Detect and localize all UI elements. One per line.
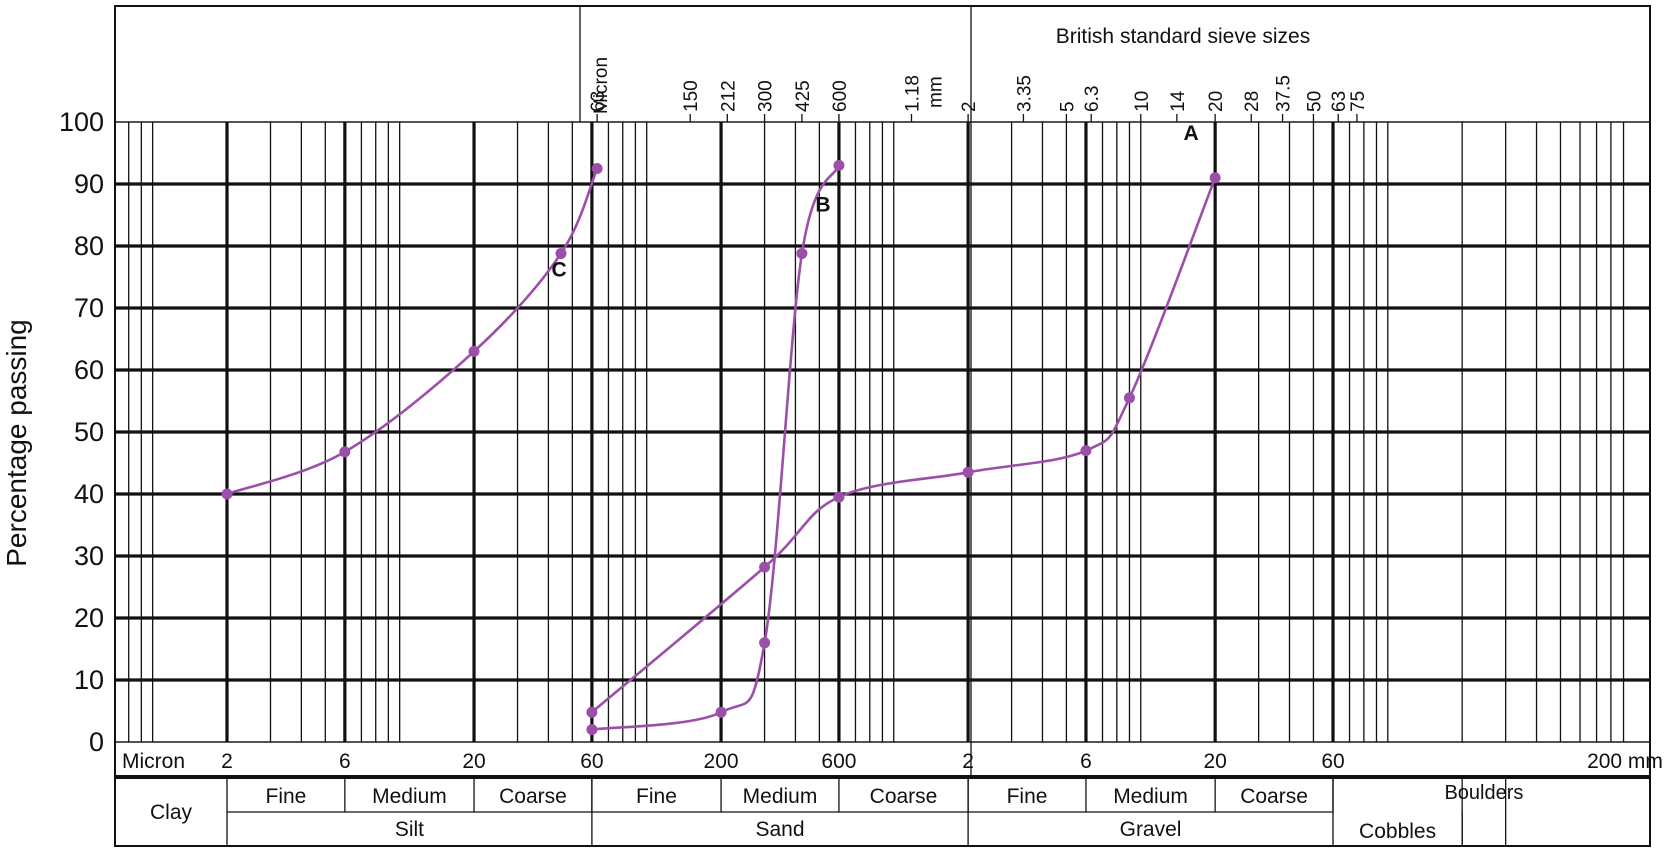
sieve-size-label: 20 xyxy=(1206,91,1227,112)
grading-curve-b xyxy=(591,164,841,731)
sieve-size-label: 2 xyxy=(959,101,980,112)
sieve-mm-label: mm xyxy=(925,76,946,108)
grid-lines xyxy=(115,121,1650,743)
outer-frame xyxy=(114,5,1651,777)
y-axis: Percentage passing 0 10 20 30 40 50 60 70 80 90 10… xyxy=(1,107,104,757)
data-point xyxy=(759,637,771,649)
sieve-size-label: 28 xyxy=(1242,91,1263,112)
sub-band-label: Coarse xyxy=(499,785,567,808)
y-tick-label: 30 xyxy=(74,541,104,571)
y-tick-label: 70 xyxy=(74,293,104,323)
bottom-axis-tick-label: 60 xyxy=(580,750,603,773)
bottom-size-axis: Micron 2 6 20 60 200 600 2 6 20 60 200 mm xyxy=(122,750,1663,773)
sub-band-label: Medium xyxy=(372,785,447,808)
grading-curve-c xyxy=(226,167,599,496)
data-point xyxy=(591,163,603,174)
curve-label-c: C xyxy=(552,259,567,282)
data-point xyxy=(586,724,598,736)
sub-band-label: Fine xyxy=(636,785,677,808)
sieve-size-label: 212 xyxy=(718,80,739,112)
y-tick-label: 60 xyxy=(74,355,104,385)
bottom-axis-tick-label: 6 xyxy=(1080,750,1092,773)
sieve-size-label: 50 xyxy=(1304,91,1325,112)
sieve-size-label: 14 xyxy=(1168,90,1189,112)
bottom-axis-tick-label: 200 xyxy=(704,750,739,773)
data-point xyxy=(468,345,480,357)
sub-band-label: Medium xyxy=(743,785,818,808)
sub-band-label: Fine xyxy=(1007,785,1048,808)
sieve-size-label: 63 xyxy=(1329,91,1350,112)
bottom-axis-tick-label: 2 xyxy=(962,750,974,773)
sieve-size-label: 6.3 xyxy=(1082,86,1103,112)
sieve-size-label: 63 xyxy=(588,91,609,112)
sub-band-label: Fine xyxy=(266,785,307,808)
data-point xyxy=(715,706,727,718)
data-point xyxy=(833,159,845,171)
grading-curves: A B C xyxy=(221,122,1221,736)
data-point xyxy=(221,488,233,500)
data-point xyxy=(1209,172,1221,184)
bottom-axis-mm-label: 200 mm xyxy=(1587,750,1663,773)
bottom-axis-micron-label: Micron xyxy=(122,750,185,773)
sub-band-label: Coarse xyxy=(870,785,938,808)
bottom-axis-tick-label: 2 xyxy=(221,750,233,773)
bottom-axis-tick-label: 60 xyxy=(1321,750,1344,773)
bottom-axis-tick-label: 20 xyxy=(1203,750,1226,773)
curve-label-b: B xyxy=(815,193,830,216)
sub-band-label: Medium xyxy=(1113,785,1188,808)
sieve-size-label: 10 xyxy=(1132,91,1153,112)
soil-classification-bands: Fine Medium Coarse Fine Medium Coarse Fine Medi… xyxy=(150,778,1523,846)
sieve-size-label: 1.18 xyxy=(902,75,923,112)
y-tick-label: 80 xyxy=(74,231,104,261)
curve-label-a: A xyxy=(1184,122,1199,145)
sieve-size-label: 150 xyxy=(681,80,702,112)
y-tick-label: 20 xyxy=(74,603,104,633)
data-point xyxy=(759,561,771,573)
data-point xyxy=(796,247,808,259)
y-tick-label: 40 xyxy=(74,479,104,509)
y-tick-label: 90 xyxy=(74,169,104,199)
y-tick-label: 10 xyxy=(74,665,104,695)
sieve-size-label: 425 xyxy=(793,80,814,112)
bottom-axis-tick-label: 20 xyxy=(462,750,485,773)
y-tick-label: 0 xyxy=(89,727,104,757)
sieve-size-label: 37.5 xyxy=(1274,75,1295,112)
sieve-micron-label: Micron xyxy=(591,57,612,114)
main-band-label: Silt xyxy=(395,818,424,841)
data-point xyxy=(1080,445,1092,457)
bottom-axis-tick-label: 6 xyxy=(339,750,351,773)
sieve-size-label: 75 xyxy=(1348,91,1369,112)
sieve-size-label: 300 xyxy=(756,80,777,112)
sieve-size-label: 600 xyxy=(830,80,851,112)
y-tick-label: 100 xyxy=(59,107,104,137)
sieve-size-label: 5 xyxy=(1057,101,1078,112)
bottom-axis-tick-label: 600 xyxy=(821,750,856,773)
main-band-label: Gravel xyxy=(1120,818,1182,841)
data-point xyxy=(833,491,845,503)
data-point xyxy=(962,466,974,478)
data-point xyxy=(1123,392,1135,404)
sieve-header-title: British standard sieve sizes xyxy=(1056,25,1310,48)
sieve-size-label: 3.35 xyxy=(1014,75,1035,112)
y-tick-label: 50 xyxy=(74,417,104,447)
sub-band-label: Coarse xyxy=(1240,785,1308,808)
y-axis-label: Percentage passing xyxy=(1,319,32,567)
data-point xyxy=(339,446,351,458)
main-band-label: Boulders xyxy=(1444,782,1523,804)
main-band-label: Sand xyxy=(755,818,804,841)
main-band-label: Cobbles xyxy=(1359,820,1436,843)
data-point xyxy=(586,706,598,718)
grading-curve-a xyxy=(591,177,1217,714)
classification-frame xyxy=(114,777,1651,847)
data-point xyxy=(555,247,567,259)
chart-frame xyxy=(114,5,1651,847)
main-band-label: Clay xyxy=(150,801,193,824)
